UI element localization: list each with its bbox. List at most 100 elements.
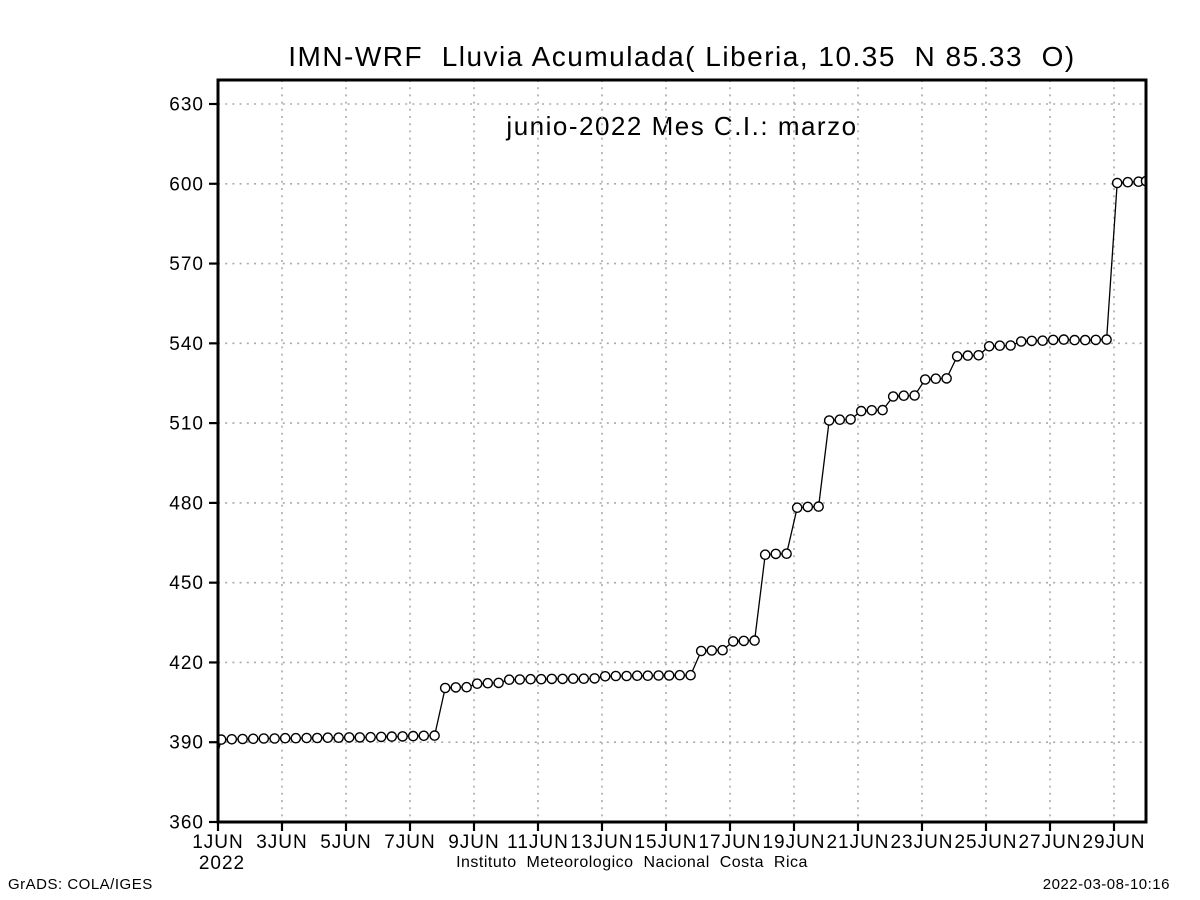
data-point (802, 501, 814, 513)
data-point (1026, 335, 1038, 347)
data-point (1122, 176, 1134, 188)
gridlines (218, 80, 1146, 822)
data-point (930, 373, 942, 385)
data-point (685, 669, 696, 681)
data-point (418, 730, 430, 742)
x-tick-label: 19JUN (762, 832, 825, 853)
data-point (845, 414, 856, 425)
data-point (1005, 340, 1016, 351)
y-tick-label: 450 (169, 573, 204, 594)
data-point (919, 374, 931, 385)
data-point (301, 732, 312, 744)
data-point (365, 731, 376, 743)
y-tick-label: 360 (169, 813, 204, 834)
data-point (759, 549, 771, 561)
chart-title-block: IMN-WRF Lluvia Acumulada( Liberia, 10.35… (218, 4, 1146, 178)
data-point (706, 645, 718, 656)
data-point (525, 673, 536, 685)
x-tick-label: 3JUN (256, 832, 308, 853)
plot-frame (216, 78, 1148, 824)
data-point (642, 670, 654, 682)
x-tick-label: 17JUN (698, 832, 761, 853)
x-tick-label: 25JUN (954, 832, 1017, 853)
data-point (663, 670, 675, 681)
chart-caption: Instituto Meteorologico Nacional Costa R… (456, 854, 808, 871)
chart-subtitle: junio-2022 Mes C.I.: marzo (506, 111, 858, 141)
data-point (567, 673, 579, 685)
data-point (877, 404, 888, 416)
y-tick-label: 570 (169, 254, 204, 275)
y-tick-label: 540 (169, 334, 204, 355)
data-point (1015, 336, 1027, 347)
data-point (279, 732, 291, 744)
data-point (973, 349, 984, 361)
grads-credit-label: GrADS: COLA/IGES (8, 876, 153, 893)
data-point (482, 677, 494, 689)
data-point (226, 734, 238, 745)
data-point (695, 645, 707, 657)
data-point (493, 677, 504, 689)
data-point (450, 682, 462, 693)
x-axis-year-label: 2022 (199, 853, 245, 874)
data-point (247, 733, 259, 745)
data-point (535, 673, 547, 685)
y-tick-label: 390 (169, 733, 204, 754)
x-tick-label: 11JUN (507, 832, 569, 853)
data-point (333, 732, 344, 744)
data-point (781, 548, 792, 560)
data-point (866, 404, 878, 416)
data-point (375, 731, 387, 743)
data-point (471, 678, 483, 690)
axis-ticks (209, 102, 1116, 831)
data-point (834, 414, 846, 426)
creation-timestamp: 2022-03-08-10:16 (1042, 876, 1170, 893)
chart-title: IMN-WRF Lluvia Acumulada( Liberia, 10.35… (288, 41, 1076, 72)
data-point (1090, 334, 1102, 346)
data-point (621, 670, 632, 682)
data-point (749, 635, 760, 646)
data-point (1058, 334, 1070, 345)
data-point (962, 350, 974, 361)
x-tick-label: 9JUN (448, 832, 500, 853)
data-point (343, 732, 355, 743)
data-point (1037, 335, 1048, 347)
data-point (770, 548, 782, 560)
series-accumulated-rainfall (218, 175, 1146, 753)
data-point (983, 340, 995, 352)
y-tick-label: 630 (169, 95, 204, 116)
data-point (738, 635, 750, 647)
data-point (674, 669, 686, 681)
x-tick-label: 23JUN (890, 832, 953, 853)
data-point (578, 673, 590, 685)
axis-labels: 360 390 420 450 480 510 540 570 600 630 1JUN 3JUN 5J… (169, 95, 1144, 875)
data-point (653, 670, 664, 681)
data-point (898, 390, 910, 402)
data-point (546, 673, 558, 685)
data-point (258, 733, 270, 744)
data-point (791, 502, 803, 514)
data-point (1111, 177, 1123, 189)
data-point (941, 373, 952, 384)
data-point (218, 734, 227, 745)
data-point (503, 674, 515, 686)
series-line (218, 180, 1146, 753)
data-point (354, 732, 366, 743)
data-point (461, 681, 472, 693)
x-tick-label: 5JUN (320, 832, 372, 853)
data-point (727, 636, 739, 647)
data-point (1079, 334, 1091, 346)
data-point (557, 673, 568, 685)
x-tick-label: 1JUN (192, 832, 244, 853)
x-tick-label: 27JUN (1018, 832, 1081, 853)
data-point (290, 732, 302, 744)
data-point (813, 501, 824, 512)
data-point (397, 731, 408, 742)
x-tick-label: 7JUN (384, 832, 436, 853)
data-point (717, 644, 728, 656)
data-point (855, 405, 867, 417)
data-point (994, 340, 1006, 352)
data-point (823, 415, 835, 426)
y-tick-label: 420 (169, 653, 204, 674)
data-point (951, 351, 963, 362)
